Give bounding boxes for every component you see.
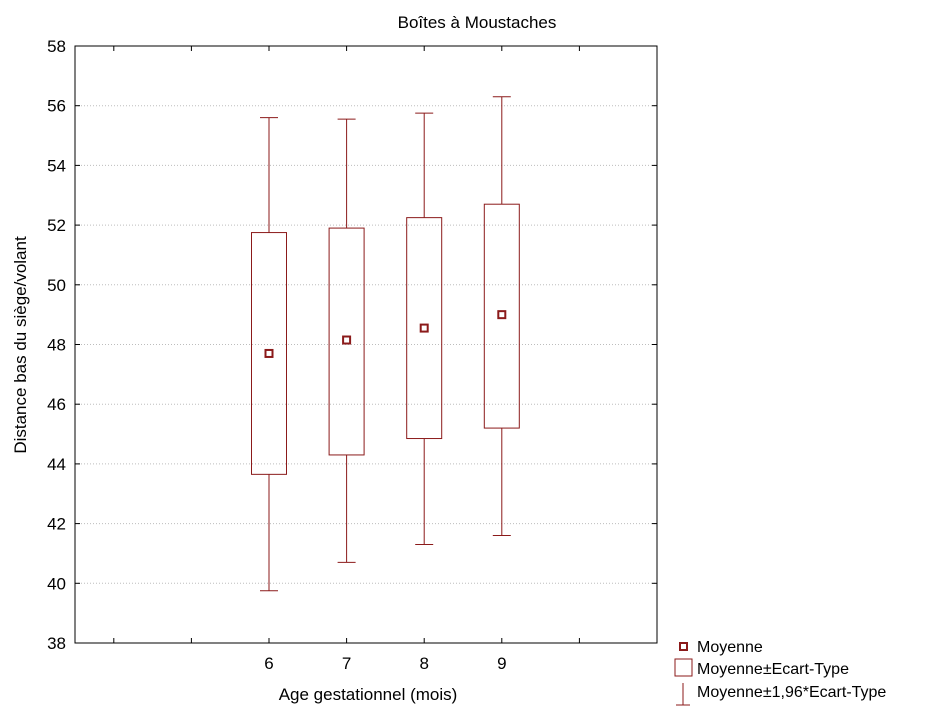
legend-box-symbol xyxy=(674,658,693,677)
y-axis: 38 40 42 44 46 48 50 52 54 56 58 xyxy=(47,37,657,653)
y-tick-label: 40 xyxy=(47,574,66,593)
box xyxy=(251,232,287,475)
legend-item-whisker: Moyenne±1,96*Ecart-Type xyxy=(676,683,886,706)
chart-title: Boîtes à Moustaches xyxy=(398,13,557,32)
y-tick-label: 56 xyxy=(47,97,66,116)
y-tick-label: 48 xyxy=(47,336,66,355)
mean-point xyxy=(342,335,352,345)
mean-point xyxy=(497,310,507,320)
box-marks xyxy=(251,96,520,592)
legend-box-label: Moyenne±Ecart-Type xyxy=(697,661,849,678)
x-tick-label: 7 xyxy=(342,654,351,673)
x-tick-label: 9 xyxy=(497,654,506,673)
legend-item-mean: Moyenne xyxy=(679,639,763,656)
legend-whisker-symbol xyxy=(676,683,690,706)
x-tick-label: 8 xyxy=(419,654,428,673)
mean-point xyxy=(264,348,274,358)
y-axis-label: Distance bas du siège/volant xyxy=(11,236,30,454)
x-axis: 6 7 8 9 xyxy=(113,46,658,673)
legend: Moyenne Moyenne±Ecart-Type Moyenne±1,96*… xyxy=(674,639,886,706)
y-tick-label: 58 xyxy=(47,37,66,56)
legend-item-box: Moyenne±Ecart-Type xyxy=(674,658,849,678)
x-axis-label: Age gestationnel (mois) xyxy=(279,685,458,704)
y-tick-label: 54 xyxy=(47,156,66,175)
grid-lines xyxy=(75,105,657,584)
box-group-7 xyxy=(328,118,365,563)
legend-whisker-label: Moyenne±1,96*Ecart-Type xyxy=(697,684,886,701)
y-tick-label: 44 xyxy=(47,455,66,474)
box-group-8 xyxy=(406,112,443,545)
box xyxy=(406,217,443,440)
box-group-9 xyxy=(483,96,520,537)
y-tick-label: 38 xyxy=(47,634,66,653)
y-tick-label: 52 xyxy=(47,216,66,235)
x-tick-label: 6 xyxy=(264,654,273,673)
y-tick-label: 50 xyxy=(47,276,66,295)
y-tick-label: 46 xyxy=(47,395,66,414)
box xyxy=(483,203,520,429)
legend-mean-label: Moyenne xyxy=(697,639,763,656)
mean-point xyxy=(419,323,429,333)
legend-mean-symbol xyxy=(679,642,688,651)
y-tick-label: 42 xyxy=(47,515,66,534)
box-group-6 xyxy=(251,117,287,592)
box xyxy=(328,227,365,456)
